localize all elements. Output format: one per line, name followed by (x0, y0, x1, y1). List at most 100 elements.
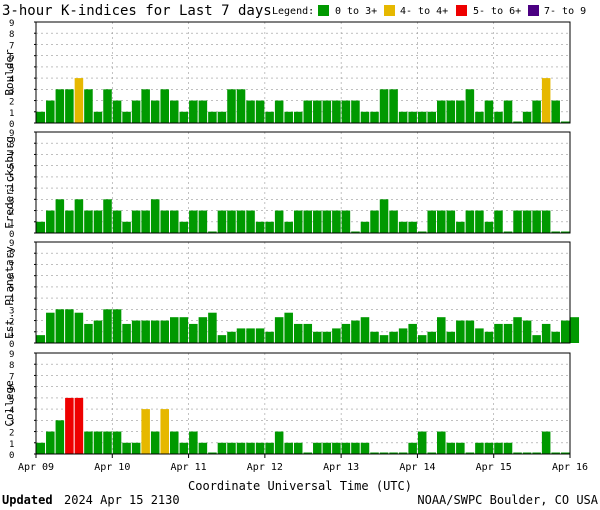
k-index-bar (417, 431, 427, 454)
k-index-bar (227, 210, 236, 233)
k-index-bar (456, 442, 465, 454)
k-index-bar (46, 431, 55, 454)
y-tick-label: 3 (9, 196, 14, 206)
k-index-bar (84, 210, 93, 233)
k-index-bar (160, 320, 169, 343)
k-index-bar (36, 442, 46, 454)
k-index-bar (160, 210, 169, 233)
legend-swatch-severe (528, 5, 539, 16)
k-index-bar (293, 442, 303, 454)
k-index-bar (255, 442, 265, 454)
k-index-bar (179, 111, 189, 123)
k-index-bar (198, 210, 208, 233)
k-index-bar (398, 221, 408, 233)
k-index-bar (341, 210, 351, 233)
k-index-bar (522, 320, 532, 343)
k-index-bar (122, 323, 131, 343)
k-index-bar (217, 442, 227, 454)
y-tick-label: 4 (9, 295, 14, 305)
y-tick-label: 5 (9, 64, 14, 74)
y-tick-label: 6 (9, 384, 14, 394)
k-index-bar (551, 100, 560, 123)
k-index-bar (131, 100, 141, 123)
y-tick-label: 7 (9, 41, 14, 51)
k-index-bar (170, 317, 179, 343)
y-tick-label: 8 (9, 250, 14, 260)
k-index-bar (74, 78, 84, 123)
k-index-bar (122, 442, 131, 454)
k-index-bar (170, 100, 179, 123)
k-index-bar (208, 312, 217, 343)
k-index-bar (437, 210, 446, 233)
y-tick-label: 3 (9, 417, 14, 427)
k-index-bar (217, 210, 227, 233)
y-tick-label: 7 (9, 261, 14, 271)
k-index-bar (541, 78, 551, 123)
k-index-bar (274, 431, 284, 454)
k-index-bar (341, 100, 351, 123)
k-index-bar (274, 317, 284, 343)
y-tick-label: 9 (9, 350, 14, 360)
k-index-bar (227, 89, 236, 123)
k-index-bar (112, 100, 122, 123)
k-index-bar (208, 452, 217, 454)
y-tick-label: 9 (9, 239, 14, 249)
k-index-bar (93, 111, 103, 123)
k-index-bar (46, 100, 55, 123)
k-index-bar (532, 210, 541, 233)
k-index-bar (332, 328, 341, 343)
y-tick-label: 8 (9, 361, 14, 371)
k-index-bar (522, 452, 532, 454)
legend-label: Legend: (272, 6, 314, 17)
k-index-bar (313, 210, 322, 233)
k-index-bar (513, 317, 522, 343)
k-index-bar (379, 89, 389, 123)
k-index-bar (284, 111, 293, 123)
k-index-bar (303, 323, 313, 343)
k-index-bar (551, 331, 560, 343)
k-index-bar (560, 231, 570, 233)
k-index-bar (437, 317, 446, 343)
k-index-bar (84, 431, 93, 454)
k-index-bar (36, 111, 46, 123)
k-index-bar (255, 100, 265, 123)
k-index-bar (74, 312, 84, 343)
k-index-bar (494, 210, 503, 233)
x-tick-label: Apr 11 (171, 462, 207, 473)
legend-item-severe: 7- to 9 (544, 6, 586, 17)
k-index-bar (560, 121, 570, 123)
k-index-bar (370, 452, 379, 454)
k-index-bar (417, 335, 427, 343)
y-tick-label: 6 (9, 53, 14, 63)
k-index-bar (560, 452, 570, 454)
k-index-bar (265, 331, 274, 343)
x-axis-label: Coordinate Universal Time (UTC) (188, 479, 412, 493)
y-tick-label: 4 (9, 185, 14, 195)
k-index-bar (456, 221, 465, 233)
k-index-bar (293, 323, 303, 343)
k-index-bar (246, 442, 255, 454)
y-tick-label: 8 (9, 140, 14, 150)
k-index-bar (446, 100, 456, 123)
k-index-bar (437, 431, 446, 454)
panel-label: Est. Planetary (3, 246, 16, 339)
k-index-bar (284, 442, 293, 454)
k-index-bar (227, 331, 236, 343)
k-index-bar (398, 452, 408, 454)
k-index-bar (341, 442, 351, 454)
k-index-bar (446, 331, 456, 343)
k-index-bar (494, 442, 503, 454)
y-tick-label: 8 (9, 30, 14, 40)
k-index-bar (351, 442, 360, 454)
k-index-bar (551, 231, 560, 233)
k-index-bar (484, 442, 494, 454)
y-tick-label: 3 (9, 86, 14, 96)
y-tick-label: 2 (9, 318, 14, 328)
k-index-bar (475, 111, 484, 123)
y-tick-label: 1 (9, 219, 14, 229)
k-index-bar (179, 442, 189, 454)
k-index-bar (112, 431, 122, 454)
k-index-bar (503, 323, 513, 343)
